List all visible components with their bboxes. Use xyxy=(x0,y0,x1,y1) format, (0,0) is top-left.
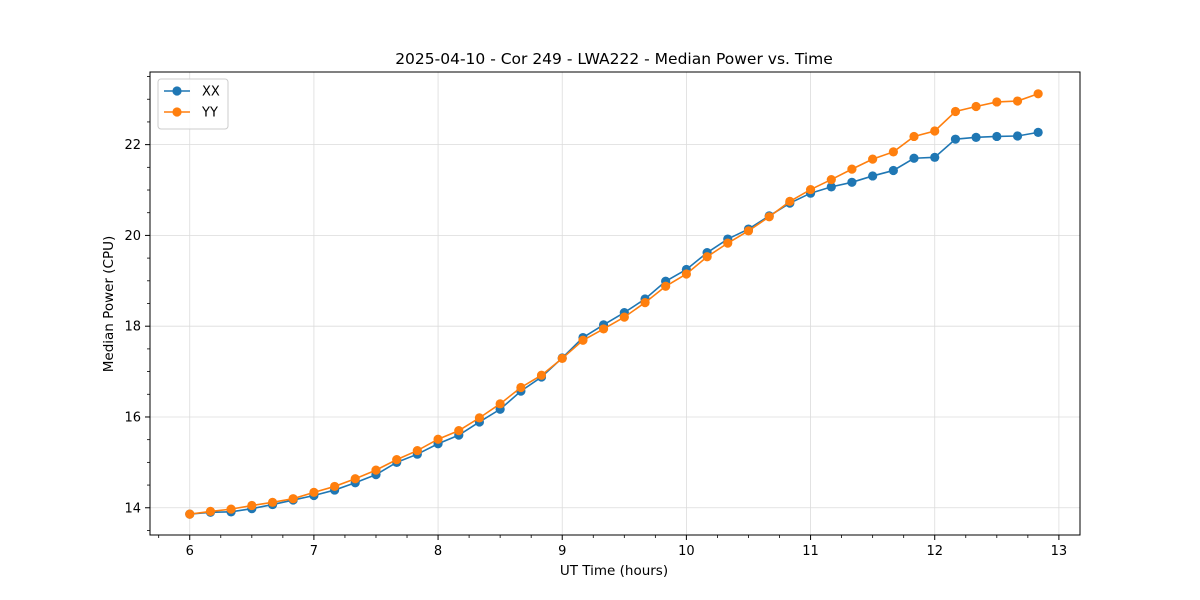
data-point-xx xyxy=(930,152,940,162)
data-point-yy xyxy=(640,297,650,308)
chart-title: 2025-04-10 - Cor 249 - LWA222 - Median P… xyxy=(395,50,833,68)
legend-entry-yy: YY xyxy=(164,106,218,121)
data-point-yy xyxy=(971,101,981,112)
data-point-yy xyxy=(826,174,836,185)
data-point-yy xyxy=(205,506,216,516)
data-point-yy xyxy=(909,131,919,142)
data-point-yy xyxy=(785,196,795,206)
data-series xyxy=(185,89,1043,519)
x-axis-label: UT Time (hours) xyxy=(560,563,668,579)
data-point-yy xyxy=(723,238,733,248)
x-tick-label: 9 xyxy=(558,544,566,559)
data-point-xx xyxy=(847,177,857,187)
data-point-yy xyxy=(868,154,878,164)
x-tick-label: 8 xyxy=(434,544,442,559)
y-tick-label: 20 xyxy=(124,229,141,244)
data-point-yy xyxy=(247,500,257,511)
data-point-yy xyxy=(433,434,443,444)
data-point-yy xyxy=(226,504,236,514)
data-point-xx xyxy=(1033,127,1043,137)
data-point-yy xyxy=(454,425,464,436)
grid-lines xyxy=(150,72,1080,535)
data-point-yy xyxy=(1033,89,1043,99)
data-point-xx xyxy=(868,171,878,181)
data-point-yy xyxy=(516,382,526,393)
legend-marker xyxy=(172,86,182,96)
data-point-xx xyxy=(909,153,919,163)
data-point-yy xyxy=(267,497,278,507)
data-point-yy xyxy=(1012,96,1023,106)
x-tick-label: 12 xyxy=(926,544,943,559)
data-point-yy xyxy=(288,494,298,504)
series-yy xyxy=(185,89,1043,519)
y-tick-label: 14 xyxy=(124,501,141,516)
y-axis-label: Median Power (CPU) xyxy=(101,236,117,372)
x-tick-label: 7 xyxy=(310,544,318,559)
data-point-xx xyxy=(1012,131,1023,141)
data-point-xx xyxy=(950,134,961,144)
data-point-xx xyxy=(888,165,898,176)
data-point-yy xyxy=(371,465,381,475)
data-point-xx xyxy=(971,132,981,142)
data-point-yy xyxy=(309,487,319,497)
data-point-yy xyxy=(764,212,774,222)
data-point-yy xyxy=(619,312,629,322)
x-tick-label: 10 xyxy=(678,544,695,559)
data-point-yy xyxy=(888,147,898,157)
data-point-yy xyxy=(474,413,485,423)
x-tick-label: 11 xyxy=(802,544,819,559)
legend-label: XX xyxy=(202,85,220,100)
data-point-yy xyxy=(743,226,754,236)
x-tick-label: 6 xyxy=(186,544,194,559)
data-point-yy xyxy=(681,269,691,279)
axes: 6 7 8 9 10 11 12 13 14 16 18 20 22 xyxy=(124,71,1081,559)
data-point-yy xyxy=(950,106,961,117)
data-point-xx xyxy=(826,182,836,192)
y-tick-label: 22 xyxy=(124,138,141,153)
data-point-yy xyxy=(702,252,712,262)
data-point-yy xyxy=(185,509,195,519)
legend-label: YY xyxy=(201,106,218,121)
data-point-yy xyxy=(412,445,422,456)
y-tick-label: 16 xyxy=(124,410,141,425)
data-point-yy xyxy=(805,184,816,195)
data-point-yy xyxy=(557,353,567,364)
legend-marker xyxy=(172,107,182,117)
legend: XX YY xyxy=(157,78,229,130)
data-point-yy xyxy=(992,97,1002,107)
data-point-yy xyxy=(495,399,505,409)
data-point-yy xyxy=(661,281,671,291)
y-tick-label: 18 xyxy=(124,320,141,335)
data-point-yy xyxy=(598,324,609,334)
data-point-yy xyxy=(350,474,360,484)
data-point-yy xyxy=(930,126,940,136)
legend-entry-xx: XX xyxy=(164,85,220,100)
x-tick-label: 13 xyxy=(1051,544,1068,559)
data-point-xx xyxy=(992,131,1002,142)
data-point-yy xyxy=(847,164,857,174)
data-point-yy xyxy=(392,455,402,465)
data-point-yy xyxy=(578,335,588,345)
data-point-yy xyxy=(536,370,547,380)
data-point-yy xyxy=(330,481,340,492)
